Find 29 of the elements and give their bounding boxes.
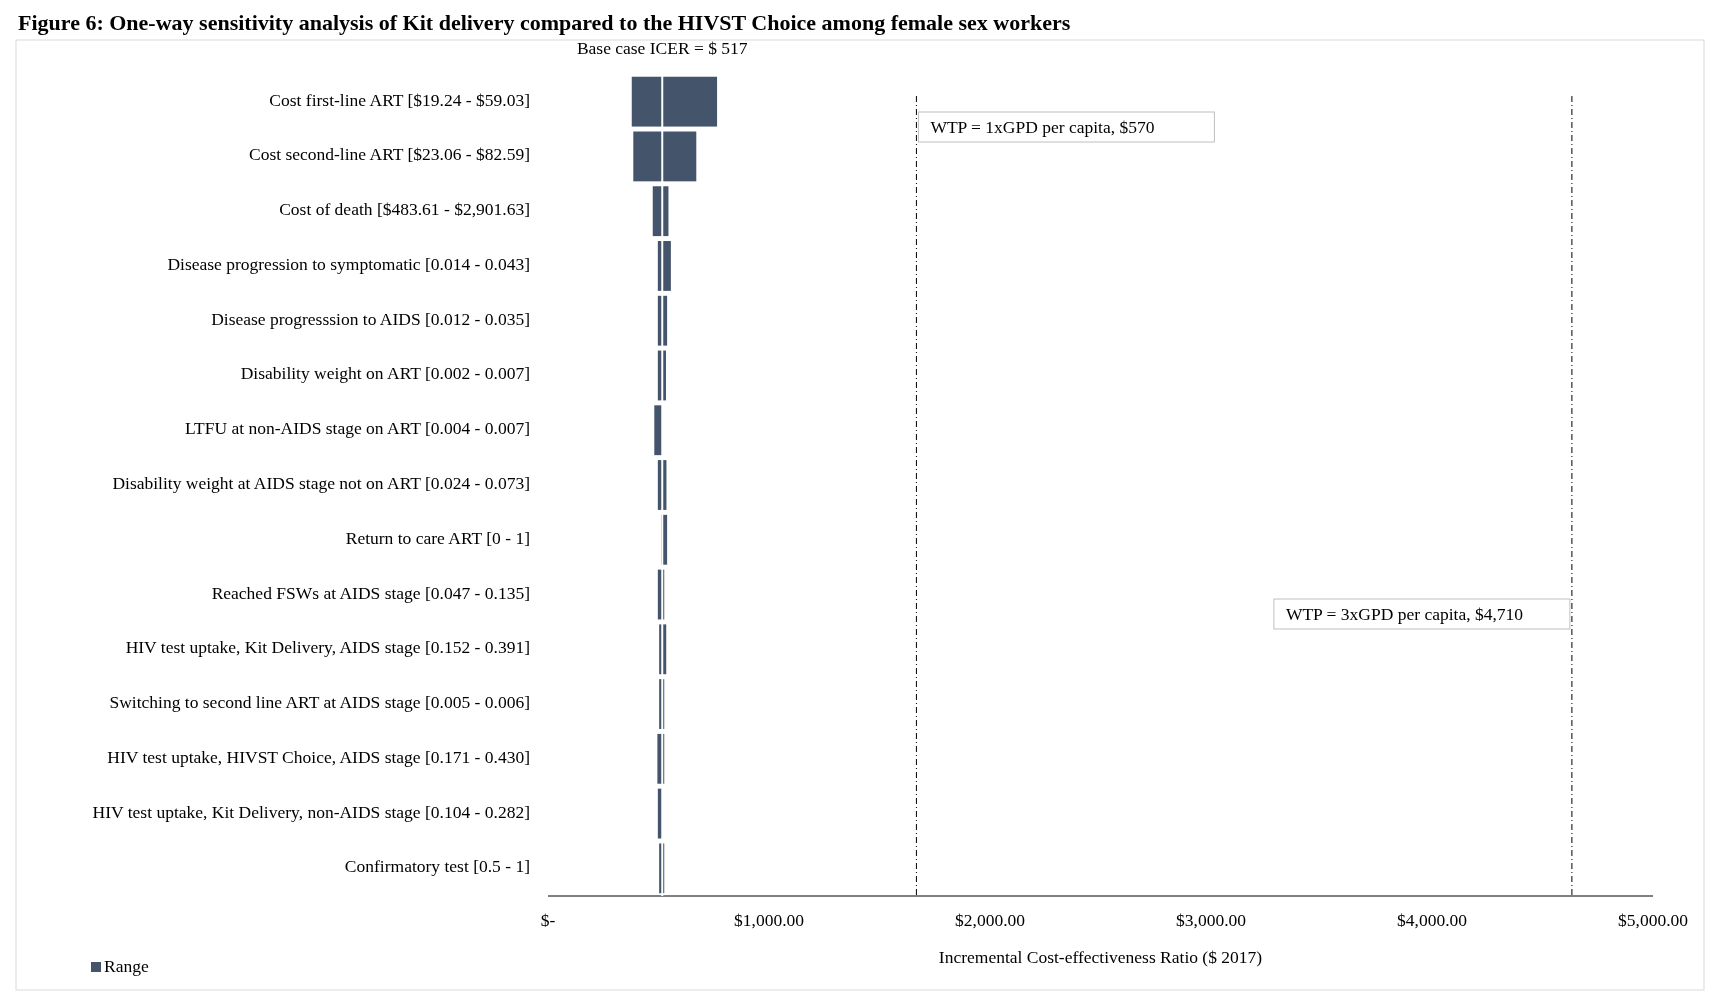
y-tick-label: Disease progresssion to AIDS [0.012 - 0.035]: [211, 308, 530, 329]
annotation: WTP = 3xGPD per capita, $4,710: [1285, 604, 1524, 624]
y-tick-label: Reached FSWs at AIDS stage [0.047 - 0.135]: [211, 582, 530, 603]
bar: [631, 76, 718, 127]
annotation: WTP = 1xGPD per capita, $570: [930, 117, 1155, 137]
y-tick-label: HIV test uptake, HIVST Choice, AIDS stage [0.171 - 0.430]: [107, 746, 530, 767]
x-tick-label: $1,000.00: [734, 910, 805, 930]
legend-label: Range: [104, 956, 149, 976]
y-tick-label: Switching to second line ART at AIDS stage [0.005 - 0.006]: [109, 692, 530, 713]
y-tick-label: Disability weight at AIDS stage not on ART [0.024 - 0.073]: [112, 473, 530, 494]
y-tick-label: Cost of death [$483.61 - $2,901.63]: [279, 199, 530, 220]
y-tick-label: Return to care ART [0 - 1]: [345, 527, 530, 548]
bar: [633, 131, 697, 182]
y-tick-label: LTFU at non-AIDS stage on ART [0.004 - 0.007]: [184, 418, 530, 439]
chart-title: Figure 6: One-way sensitivity analysis of Kit delivery compared to the HIVST Choice among female sex workers: [18, 10, 1071, 35]
x-tick-label: $2,000.00: [955, 910, 1026, 930]
x-tick-label: $4,000.00: [1397, 910, 1468, 930]
y-tick-label: HIV test uptake, Kit Delivery, AIDS stage [0.152 - 0.391]: [125, 637, 530, 658]
y-tick-label: Cost first-line ART [$19.24 - $59.03]: [269, 89, 530, 110]
y-tick-label: Confirmatory test [0.5 - 1]: [344, 856, 530, 877]
y-tick-label: Disability weight on ART [0.002 - 0.007]: [240, 363, 530, 384]
x-axis-title: Incremental Cost-effectiveness Ratio ($ 2017): [938, 947, 1263, 967]
y-tick-label: HIV test uptake, Kit Delivery, non-AIDS stage [0.104 - 0.282]: [92, 801, 530, 822]
ref-line-label: Base case ICER = $ 517: [576, 38, 748, 58]
y-tick-label: Cost second-line ART [$23.06 - $82.59]: [248, 144, 530, 165]
x-tick-label: $5,000.00: [1618, 910, 1689, 930]
x-tick-label: $-: [540, 910, 556, 930]
x-tick-label: $3,000.00: [1176, 910, 1247, 930]
y-tick-label: Disease progression to symptomatic [0.014 - 0.043]: [167, 253, 530, 274]
